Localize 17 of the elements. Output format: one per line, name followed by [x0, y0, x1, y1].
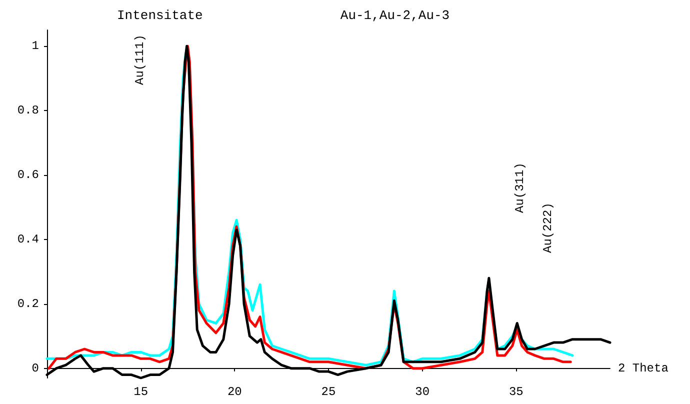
x-axis-title: 2 Theta [618, 361, 668, 376]
y-tick-label: 0.4 [17, 232, 39, 246]
annotation: Au(222) [541, 202, 555, 253]
y-tick-label: 0.2 [17, 296, 39, 311]
y-tick-label: 0.6 [17, 168, 39, 182]
x-tick-label: 25 [321, 385, 336, 399]
y-tick-label: 0 [32, 361, 39, 376]
chart-title: Au-1,Au-2,Au-3 [340, 8, 450, 23]
y-tick-label: 1 [32, 39, 39, 54]
x-tick-label: 20 [227, 385, 242, 399]
annotation: Au(111) [133, 34, 147, 85]
x-tick-label: 30 [415, 385, 430, 399]
y-axis-title: Intensitate [117, 8, 203, 23]
x-tick-label: 15 [134, 385, 148, 399]
y-tick-label: 0.8 [17, 104, 39, 118]
x-tick-label: 35 [508, 385, 524, 399]
annotation: Au(311) [513, 162, 527, 213]
